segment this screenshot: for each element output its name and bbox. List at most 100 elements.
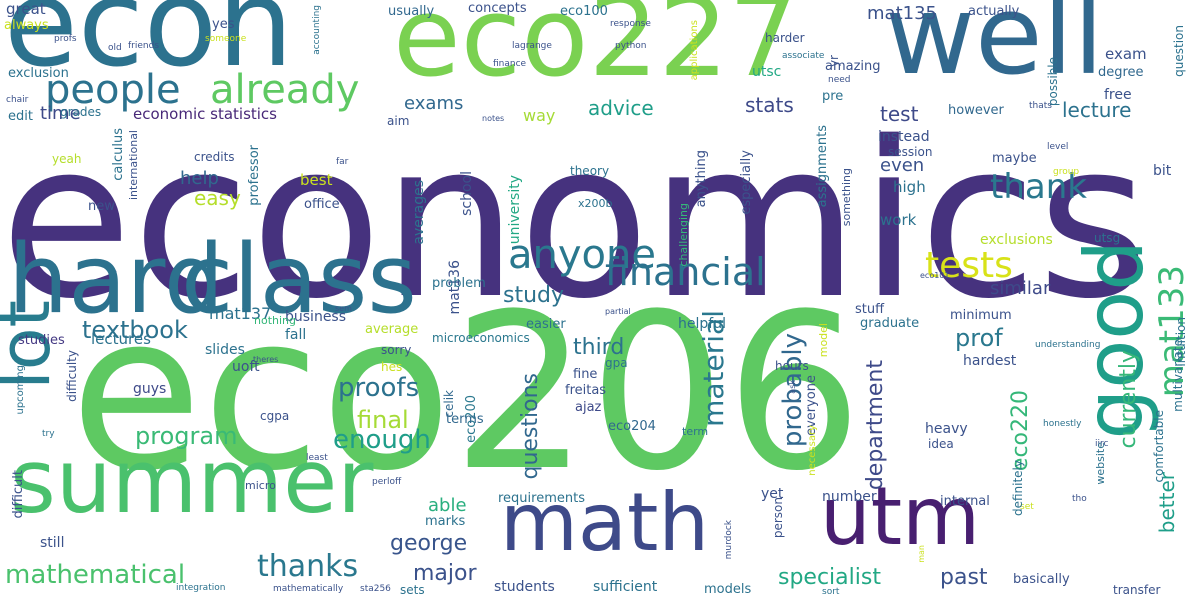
cloud-word: sets	[400, 583, 425, 597]
cloud-word: yet	[761, 486, 784, 502]
cloud-word: requirements	[498, 491, 585, 506]
cloud-word: help	[180, 168, 219, 189]
cloud-word: fine	[573, 367, 598, 382]
cloud-word: minimum	[950, 308, 1012, 323]
cloud-word: economics	[0, 95, 1150, 346]
cloud-word: exams	[404, 93, 464, 114]
cloud-word: comfortable	[1152, 410, 1166, 483]
cloud-word: hes	[381, 360, 403, 374]
cloud-word: credits	[194, 150, 235, 164]
cloud-word: especially	[739, 150, 754, 215]
cloud-word: far	[336, 157, 349, 167]
cloud-word: terms	[446, 412, 484, 427]
cloud-word: easier	[526, 317, 566, 332]
cloud-word: aim	[387, 114, 410, 128]
cloud-word: eco100	[560, 4, 608, 19]
cloud-word: students	[494, 579, 555, 595]
cloud-word: person	[771, 497, 785, 539]
cloud-word: similar	[990, 278, 1051, 299]
cloud-word: sufficient	[593, 579, 658, 595]
cloud-word: marks	[425, 514, 466, 529]
cloud-word: office	[304, 197, 340, 212]
cloud-word: amazing	[825, 59, 881, 74]
cloud-word: group	[1053, 167, 1080, 177]
cloud-word: yeah	[52, 152, 82, 166]
cloud-word: helpful	[678, 316, 726, 332]
cloud-word: graduate	[860, 316, 920, 331]
cloud-word: third	[573, 335, 625, 360]
cloud-word: pre	[822, 89, 844, 104]
cloud-word: exam	[1105, 45, 1147, 63]
cloud-word: harder	[765, 31, 805, 45]
cloud-word: people	[45, 67, 181, 113]
cloud-word: internal	[940, 494, 990, 509]
cloud-word: actually	[968, 4, 1020, 19]
cloud-word: difficulty	[65, 350, 79, 402]
cloud-word: honestly	[1043, 419, 1082, 429]
cloud-word: old	[108, 43, 122, 53]
cloud-word: tho	[1072, 494, 1087, 504]
cloud-word: mathematical	[5, 560, 186, 590]
cloud-word: notes	[482, 114, 505, 123]
cloud-word: term	[682, 425, 709, 438]
cloud-word: cgpa	[260, 409, 290, 423]
cloud-word: exclusions	[980, 232, 1053, 248]
cloud-word: hours	[775, 359, 809, 373]
cloud-word: university	[507, 175, 523, 245]
cloud-word: able	[428, 495, 467, 516]
cloud-word: eco206	[70, 267, 863, 518]
cloud-word: george	[390, 531, 468, 556]
cloud-word: average	[365, 322, 419, 337]
cloud-word: ajaz	[575, 400, 602, 415]
cloud-word: bit	[1153, 163, 1172, 179]
cloud-word: great	[6, 0, 46, 18]
cloud-word: way	[523, 106, 556, 125]
cloud-word: lecture	[1062, 98, 1132, 122]
cloud-word: lagrange	[512, 41, 552, 51]
cloud-word: hard	[8, 225, 225, 335]
cloud-word: anything	[694, 150, 709, 208]
cloud-word: ask	[788, 380, 797, 394]
cloud-word: time	[40, 103, 81, 124]
cloud-word: necessary	[807, 425, 818, 476]
cloud-word: major	[413, 561, 477, 586]
cloud-word: hardest	[963, 353, 1017, 369]
cloud-word: python	[615, 41, 647, 51]
cloud-word: gpa	[605, 356, 628, 370]
cloud-word: always	[4, 18, 49, 33]
cloud-word: eco204	[608, 419, 656, 434]
cloud-word: well	[885, 0, 1104, 99]
cloud-word: final	[357, 406, 409, 434]
cloud-word: even	[880, 155, 925, 176]
cloud-word: basically	[1013, 572, 1070, 587]
cloud-word: models	[704, 582, 752, 597]
cloud-word: financial	[605, 250, 766, 294]
cloud-word: website	[1094, 442, 1107, 485]
cloud-word: department	[863, 360, 888, 491]
cloud-word: stuff	[855, 302, 885, 317]
cloud-word: microeconomics	[432, 331, 530, 345]
cloud-word: integration	[176, 583, 226, 593]
cloud-word: still	[40, 535, 65, 551]
cloud-word: idea	[928, 437, 954, 451]
cloud-word: sorry	[381, 343, 412, 357]
cloud-word: anyone	[508, 232, 656, 278]
cloud-word: challenging	[677, 203, 690, 267]
cloud-word: session	[888, 145, 933, 159]
cloud-word: applications	[689, 20, 700, 81]
cloud-word: problem	[432, 276, 486, 291]
cloud-word: calculus	[111, 128, 126, 181]
cloud-word: question	[1172, 25, 1186, 77]
cloud-word: theory	[570, 164, 610, 178]
cloud-word: accounting	[312, 5, 322, 55]
cloud-word: fall	[285, 327, 307, 343]
cloud-word: yes	[212, 17, 235, 32]
cloud-word: business	[285, 309, 347, 325]
cloud-word: summer	[10, 430, 374, 533]
cloud-word: math	[500, 476, 710, 569]
cloud-word: high	[893, 178, 926, 196]
cloud-word: thank	[990, 167, 1087, 207]
cloud-word: utm	[820, 470, 980, 563]
cloud-word: model	[817, 323, 830, 358]
cloud-word: advice	[588, 96, 654, 120]
